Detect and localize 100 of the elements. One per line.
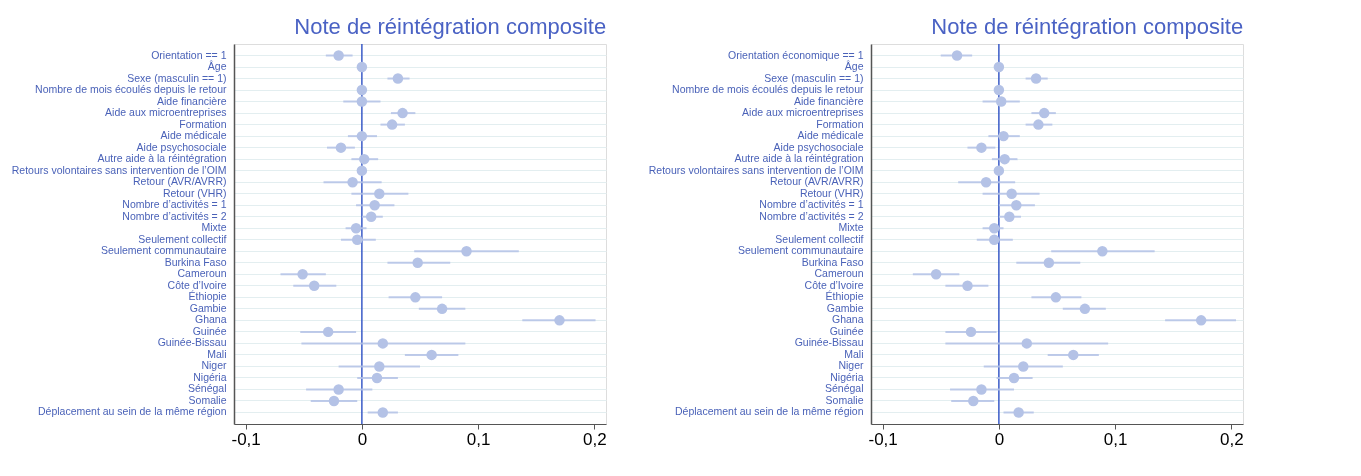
point: [980, 176, 992, 188]
y-tick-label: Mixte: [201, 221, 227, 234]
y-tick-label: Seulement collectif: [138, 232, 227, 245]
y-tick-label: Autre aide à la réintégration: [97, 152, 227, 165]
point: [1050, 292, 1062, 303]
point: [930, 269, 942, 280]
y-tick-label: Guinée: [192, 324, 227, 337]
y-tick-label: Retours volontaires sans intervention de l’OIM: [11, 163, 227, 176]
y-tick-label: Guinée: [829, 324, 864, 337]
y-tick-label: Aide médicale: [797, 129, 864, 142]
y-tick-label: Aide psychosociale: [773, 140, 864, 153]
point: [356, 61, 368, 73]
point: [322, 326, 334, 338]
x-tick-label: 0,1: [1103, 429, 1128, 449]
y-tick-label: Autre aide à la réintégration: [734, 152, 864, 165]
y-tick-label: Niger: [838, 359, 864, 372]
x-tick-label: 0: [994, 429, 1005, 449]
y-tick-label: Déplacement au sein de la même région: [674, 405, 864, 418]
point: [410, 292, 421, 303]
y-tick-label: Somalie: [188, 393, 227, 406]
point: [426, 349, 437, 361]
point: [1018, 361, 1029, 372]
y-tick-label: Aide aux microentreprises: [105, 106, 227, 119]
point: [347, 176, 358, 188]
y-tick-label: Burkina Faso: [164, 255, 227, 268]
point: [1068, 349, 1079, 361]
y-tick-label: Nombre de mois écoulés depuis le retour: [35, 83, 227, 96]
y-tick-label: Âge: [207, 60, 227, 73]
point: [374, 188, 385, 199]
point: [392, 73, 404, 84]
y-tick-label: Sexe (masculin == 1): [764, 71, 864, 84]
point: [377, 407, 389, 418]
y-tick-label: Aide médicale: [160, 129, 227, 142]
point: [995, 96, 1007, 107]
point: [1079, 303, 1091, 315]
y-tick-label: Nigéria: [193, 370, 227, 383]
point: [308, 280, 320, 292]
y-tick-label: Nombre d’activités = 2: [122, 209, 227, 222]
y-tick-label: Formation: [816, 117, 864, 130]
y-tick-label: Mali: [844, 347, 864, 360]
point: [1008, 372, 1020, 384]
point: [968, 395, 979, 407]
y-tick-label: Éthiopie: [188, 290, 227, 303]
y-tick-label: Aide financière: [794, 94, 864, 107]
point: [965, 326, 977, 338]
x-tick-label: 0,1: [466, 429, 491, 449]
point: [988, 223, 1000, 234]
y-tick-label: Guinée-Bissau: [157, 336, 227, 349]
point: [335, 142, 347, 153]
point: [1033, 119, 1044, 130]
y-tick-label: Retour (AVR/AVRR): [769, 175, 864, 188]
point: [1011, 199, 1022, 211]
chart-title: Note de réintégration composite: [931, 14, 1244, 40]
point: [356, 130, 368, 142]
y-tick-label: Sénégal: [824, 382, 864, 395]
point: [377, 338, 389, 349]
point: [356, 96, 368, 107]
point: [1013, 407, 1024, 418]
point: [333, 50, 344, 61]
y-tick-label: Ghana: [194, 313, 227, 326]
y-tick-label: Nombre d’activités = 1: [759, 198, 864, 211]
y-tick-label: Cameroun: [177, 267, 227, 280]
point: [358, 153, 370, 165]
y-tick-label: Côte d’Ivoire: [167, 278, 227, 291]
y-tick-label: Gambie: [826, 301, 864, 314]
y-tick-label: Seulement collectif: [775, 232, 864, 245]
point: [350, 223, 362, 234]
x-tick-label: 0,2: [583, 429, 607, 449]
point: [1195, 315, 1207, 326]
point: [351, 234, 363, 245]
point: [397, 107, 408, 119]
point: [1006, 188, 1017, 199]
chart-title: Note de réintégration composite: [294, 14, 607, 40]
point: [999, 153, 1010, 165]
point: [371, 372, 383, 384]
y-tick-label: Retour (VHR): [162, 186, 227, 199]
point: [1004, 211, 1015, 222]
point: [297, 269, 308, 280]
y-tick-label: Guinée-Bissau: [794, 336, 864, 349]
point: [951, 50, 963, 61]
y-tick-label: Orientation == 1: [151, 48, 227, 61]
y-tick-label: Sexe (masculin == 1): [127, 71, 227, 84]
y-tick-label: Seulement communautaire: [101, 244, 227, 257]
point: [1097, 246, 1108, 257]
point: [1021, 338, 1033, 349]
y-tick-label: Somalie: [825, 393, 864, 406]
point: [461, 246, 472, 257]
x-tick-label: -0,1: [231, 429, 261, 449]
y-tick-label: Retour (AVR/AVRR): [132, 175, 227, 188]
y-tick-label: Âge: [844, 60, 864, 73]
y-tick-label: Éthiopie: [825, 290, 864, 303]
point: [993, 84, 1005, 96]
point: [1043, 257, 1055, 269]
point: [998, 130, 1009, 142]
y-tick-label: Nombre d’activités = 2: [759, 209, 864, 222]
point: [412, 257, 423, 269]
x-tick-label: 0,2: [1220, 429, 1244, 449]
point: [554, 315, 565, 326]
point: [374, 361, 385, 372]
y-tick-label: Sénégal: [187, 382, 227, 395]
